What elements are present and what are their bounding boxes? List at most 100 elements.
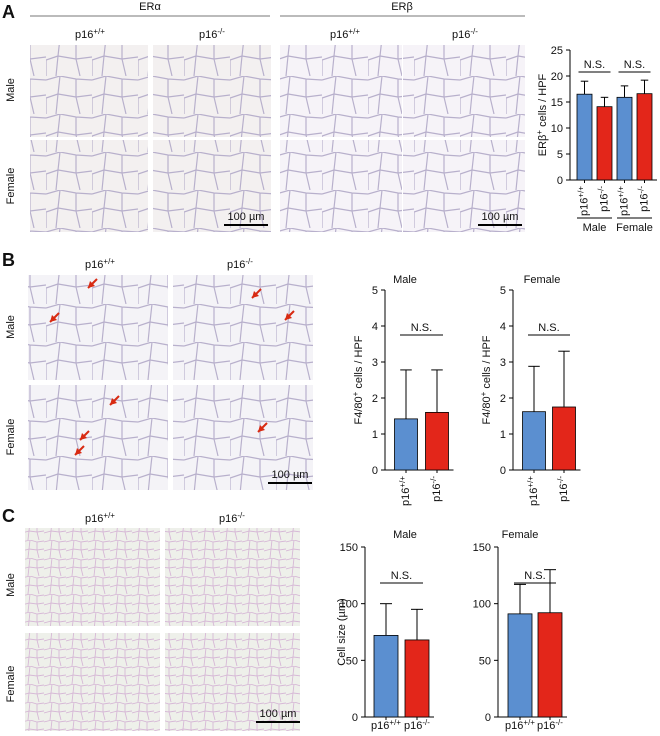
genotype-label: p16-/- [452,27,478,42]
genotype-label-text: p16 [452,29,470,41]
y-axis-label-after: cells / HPF [481,335,493,392]
y-tick-label: 25 [551,45,563,57]
group-label: Female [616,222,653,234]
x-tick-label-sup: +/+ [523,718,535,727]
genotype-label-text: p16 [219,513,237,525]
x-tick-label-text: p16 [537,720,555,732]
genotype-label-sup: +/+ [93,27,105,36]
chart-title: Female [524,274,561,286]
group-label: Male [583,222,607,234]
x-tick-label-sup: +/+ [576,186,585,198]
x-tick-label-text: p16 [579,198,591,216]
y-tick-label: 20 [551,71,563,83]
genotype-label-text: p16 [85,259,103,271]
genotype-label-text: p16 [85,513,103,525]
genotype-label-text: p16 [330,29,348,41]
y-tick-label: 3 [372,357,378,369]
genotype-label-sup: -/- [217,27,225,36]
genotype-label: p16-/- [219,511,245,526]
bar [636,93,653,181]
x-tick-label: p16-/- [636,186,651,212]
panel-letter: B [2,250,15,270]
bar [373,635,399,718]
bar [576,93,593,181]
y-tick-label: 10 [551,123,563,135]
y-tick-label: 0 [485,712,491,724]
x-tick-label: p16-/- [404,718,430,733]
micrograph-texture [30,45,148,137]
bar [552,406,576,471]
genotype-label-sup: +/+ [348,27,360,36]
y-tick-label: 15 [551,97,563,109]
scale-bar-label: 100 µm [228,211,265,223]
arrow-head [258,425,265,432]
chart-title: Male [393,274,417,286]
x-tick-label: p16+/+ [576,186,591,216]
x-tick-label-text: p16 [528,488,540,506]
micrograph-texture [403,45,525,137]
x-tick-label-text: p16 [400,488,412,506]
bar [425,411,449,471]
x-tick-label: p16+/+ [616,186,631,216]
x-tick-label-sup: +/+ [526,476,535,488]
y-axis-label-text: F4/80 [481,396,493,424]
y-tick-label: 100 [340,599,358,611]
micrograph-texture [173,275,313,380]
micrograph-texture [25,633,160,731]
genotype-label: p16+/+ [85,257,115,272]
y-tick-label: 1 [500,429,506,441]
significance-label: N.S. [524,570,545,582]
y-axis-label: Cell size (µm) [336,598,348,665]
micrograph-texture [25,528,160,626]
arrow-head [110,398,117,405]
scale-bar-label: 100 µm [260,708,297,720]
y-axis-label: ERβ+ cells / HPF [535,73,550,156]
stain-label: ERβ [391,1,413,13]
x-tick-label-sup: -/- [429,476,438,484]
x-tick-label-sup: -/- [556,476,565,484]
micrograph-texture [153,140,271,232]
micrograph-texture [153,45,271,137]
bar [537,612,563,718]
bar [394,418,418,471]
panel-letter: A [2,2,15,22]
y-axis-label: F4/80+ cells / HPF [479,335,494,424]
micrograph-texture [173,385,313,490]
row-label: Male [5,315,17,339]
arrow-head [285,313,292,320]
y-tick-label: 5 [372,285,378,297]
x-tick-label: p16+/+ [505,718,535,733]
x-tick-label-text: p16 [404,720,422,732]
row-label: Male [5,78,17,102]
micrograph-texture [30,140,148,232]
x-tick-label-text: p16 [639,194,651,212]
row-label: Female [5,666,17,703]
chart-title: Female [502,529,539,541]
y-tick-label: 50 [346,655,358,667]
x-tick-label-text: p16 [619,198,631,216]
y-tick-label: 3 [500,357,506,369]
y-axis-label-text: Cell size (µm) [336,598,348,665]
genotype-label-sup: +/+ [103,511,115,520]
y-tick-label: 0 [500,465,506,477]
row-label: Female [5,419,17,456]
genotype-label: p16-/- [199,27,225,42]
x-tick-label: p16+/+ [371,718,401,733]
genotype-label: p16-/- [227,257,253,272]
x-tick-label-text: p16 [558,484,570,502]
x-tick-label-text: p16 [431,484,443,502]
genotype-label-sup: +/+ [103,257,115,266]
micrograph-texture [165,633,300,731]
genotype-label: p16+/+ [85,511,115,526]
bar [596,106,613,181]
chart-title: Male [393,529,417,541]
row-label: Male [5,573,17,597]
x-tick-label-text: p16 [371,720,389,732]
significance-label: N.S. [538,322,559,334]
y-tick-label: 0 [372,465,378,477]
arrow-head [50,315,57,322]
bar [404,639,430,718]
x-tick-label: p16-/- [429,476,444,502]
panel-letter: C [2,506,15,526]
